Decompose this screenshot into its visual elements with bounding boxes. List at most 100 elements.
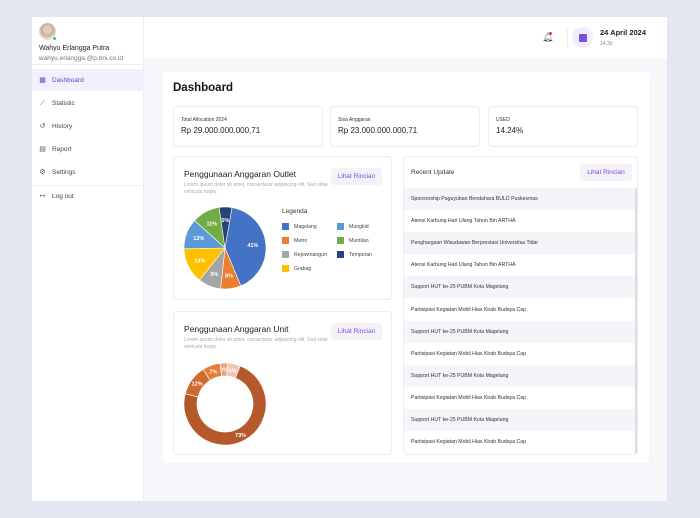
stat-value: Rp 23.000.000.000,71 <box>338 126 418 135</box>
legend-swatch <box>337 223 344 230</box>
legend-label: Grabag <box>294 265 312 272</box>
calendar-icon <box>578 33 587 42</box>
stat-label: Total Allocation 2024 <box>181 117 227 123</box>
slice-label: 73% <box>235 433 246 439</box>
legend-item: Rejowinangun <box>282 251 327 258</box>
list-item[interactable]: Support HUT ke-25 PUBM Kota Magelang <box>404 276 636 299</box>
slice-label: 12% <box>192 382 203 388</box>
gear-icon: ⚙ <box>39 168 46 176</box>
stat-label: USED <box>496 117 510 123</box>
slice-label: 7% <box>209 370 217 376</box>
legend-label: Muntilan <box>349 237 369 244</box>
sidebar: Wahyu Erlangga Putra wahyu.erlangga.@p.b… <box>32 17 144 501</box>
stat-value: Rp 29.000.000.000,71 <box>181 126 261 135</box>
sidebar-item-report[interactable]: ▤ Report <box>32 138 144 160</box>
list-item[interactable]: Support HUT ke-25 PUBM Kota Magelang <box>404 408 636 432</box>
sidebar-item-dashboard[interactable]: ▦ Dashboard <box>32 69 144 91</box>
sidebar-item-logout[interactable]: ↦ Log out <box>32 185 144 207</box>
bell-icon[interactable]: 🔔︎ <box>542 32 554 42</box>
list-item[interactable]: Partisipasi Kegiatan Mobil Hias Kirab Bu… <box>411 306 527 313</box>
legend-item: Metro <box>282 237 307 244</box>
stat-card-sisa-anggaran: Sisa Anggaran Rp 23.000.000.000,71 <box>330 106 480 147</box>
legend-item: Grabag <box>282 265 311 272</box>
list-item[interactable]: Atensi Karbung Hari Ulang Tahun Bin ARTH… <box>411 262 516 269</box>
divider <box>32 64 144 65</box>
legend-label: Tempuran <box>349 251 373 258</box>
list-item[interactable]: Support HUT ke-25 PUBM Kota Magelang <box>404 320 636 343</box>
legend-swatch <box>282 237 289 244</box>
slice-label: 3% <box>220 368 228 374</box>
notification-dot <box>549 32 552 35</box>
pie-slice <box>183 365 267 446</box>
divider <box>567 29 568 47</box>
legend-label: Rejowinangun <box>294 251 327 258</box>
outlet-pie-chart: 41% 8% 9% 14% 12% 11% 5% <box>183 206 267 290</box>
scrollbar[interactable] <box>635 188 637 454</box>
list-item[interactable]: Penghargaan Wisudawan Berprestasi Univer… <box>404 232 636 255</box>
user-name: Wahyu Erlangga Putra <box>39 45 110 52</box>
legend-title: Legenda <box>282 208 308 215</box>
legend-label: Metro <box>294 237 308 244</box>
avatar[interactable] <box>39 23 56 40</box>
sidebar-item-statistic[interactable]: ⟋ Statistic <box>32 92 144 114</box>
sidebar-item-label: Statistic <box>52 99 75 107</box>
page-title: Dashboard <box>173 82 234 94</box>
sidebar-item-settings[interactable]: ⚙ Settings <box>32 161 144 183</box>
legend-item: Magelang <box>282 223 317 230</box>
card-description: Lorem ipsum dolor sit amet, consectetur … <box>184 337 328 350</box>
legend-item: Tempuran <box>337 251 372 258</box>
recent-update-list: Sponsorship Paguyuban Bendahara BULD Pus… <box>404 188 636 453</box>
slice-label: 11% <box>206 221 217 227</box>
legend-label: Magelang <box>294 223 317 230</box>
list-item[interactable]: Partisipasi Kegiatan Mobil Hias Kirab Bu… <box>411 394 527 401</box>
list-item[interactable]: Atensi Karbung Hari Ulang Tahun Bin ARTH… <box>411 218 516 225</box>
stat-label: Sisa Anggaran <box>338 117 371 123</box>
pie-slice <box>224 207 267 287</box>
outlet-budget-card: Penggunaan Anggaran Outlet Lorem ipsum d… <box>173 156 392 300</box>
list-item[interactable]: Support HUT ke-25 PUBM Kota Magelang <box>404 364 636 387</box>
list-item[interactable]: Sponsorship Paguyuban Bendahara BULD Pus… <box>404 188 636 211</box>
pie-slice <box>218 206 233 249</box>
divider <box>32 185 144 186</box>
recent-detail-button[interactable]: Lihat Rincian <box>580 164 632 181</box>
card-description: Lorem ipsum dolor sit amet, consectetur … <box>184 182 328 195</box>
card-title: Penggunaan Anggaran Outlet <box>184 169 297 179</box>
legend-swatch <box>337 237 344 244</box>
slice-label: 14% <box>194 258 205 264</box>
sidebar-item-history[interactable]: ↺ History <box>32 115 144 137</box>
stat-card-used: USED 14.24% <box>488 106 638 147</box>
legend-item: Muntilan <box>337 237 369 244</box>
recent-update-card: Recent Update Lihat Rincian Sponsorship … <box>403 156 638 455</box>
legend-label: Mungkid <box>349 223 369 230</box>
card-title: Recent Update <box>411 169 455 176</box>
slice-label: 5% <box>221 218 229 224</box>
list-item[interactable]: Partisipasi Kegiatan Mobil Hias Kirab Bu… <box>411 439 527 446</box>
legend-swatch <box>282 265 289 272</box>
sidebar-item-label: History <box>52 122 73 130</box>
sidebar-item-label: Dashboard <box>52 76 84 84</box>
history-icon: ↺ <box>39 122 46 130</box>
slice-label: 9% <box>210 272 218 278</box>
chart-line-icon: ⟋ <box>40 99 45 107</box>
sidebar-item-label: Log out <box>52 192 74 200</box>
slice-label: 41% <box>247 243 258 249</box>
stat-value: 14.24% <box>496 126 524 135</box>
legend-item: Mungkid <box>337 223 369 230</box>
calendar-button[interactable] <box>572 27 593 48</box>
unit-detail-button[interactable]: Lihat Rincian <box>331 323 382 340</box>
pie-slice <box>226 362 241 379</box>
current-time: 14.30 <box>600 41 613 47</box>
user-email: wahyu.erlangga.@p.bni.co.id <box>39 55 123 62</box>
unit-donut-chart: 73% 12% 7% 3% 5% <box>183 362 267 446</box>
grid-icon: ▦ <box>39 76 46 84</box>
outlet-detail-button[interactable]: Lihat Rincian <box>331 168 382 185</box>
legend-swatch <box>282 251 289 258</box>
slice-label: 12% <box>193 236 204 242</box>
list-item[interactable]: Partisipasi Kegiatan Mobil Hias Kirab Bu… <box>411 350 527 357</box>
current-date: 24 April 2024 <box>600 28 646 37</box>
report-icon: ▤ <box>39 145 46 153</box>
logout-icon: ↦ <box>39 192 46 200</box>
card-title: Penggunaan Anggaran Unit <box>184 324 289 334</box>
legend-swatch <box>337 251 344 258</box>
legend-swatch <box>282 223 289 230</box>
